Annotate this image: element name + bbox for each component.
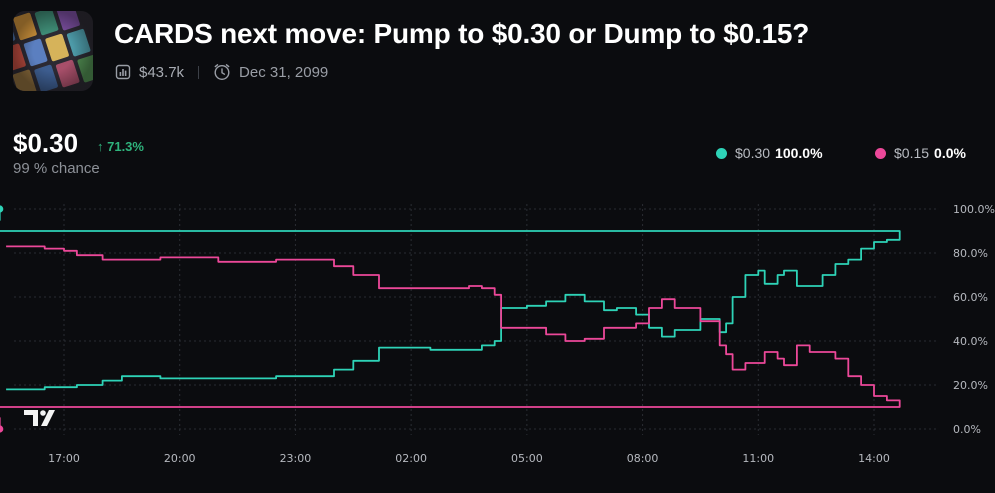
price-change: ↑ 71.3% — [97, 139, 144, 154]
legend-item-dump[interactable]: $0.15 0.0% — [875, 145, 966, 161]
y-tick-label: 80.0% — [953, 247, 988, 260]
trading-cards-image — [13, 11, 93, 91]
end-date: Dec 31, 2099 — [239, 63, 329, 81]
y-tick-label: 20.0% — [953, 379, 988, 392]
x-tick-label: 17:00 — [48, 452, 80, 465]
market-title: CARDS next move: Pump to $0.30 or Dump t… — [114, 18, 810, 49]
legend-item-pump[interactable]: $0.30 100.0% — [716, 145, 823, 161]
x-tick-label: 14:00 — [858, 452, 890, 465]
x-tick-label: 11:00 — [742, 452, 774, 465]
y-tick-label: 100.0% — [953, 203, 995, 216]
series-end-dot — [0, 205, 4, 213]
chart-series — [0, 209, 901, 429]
bar-chart-icon — [115, 64, 131, 80]
series-line — [0, 245, 901, 429]
chance-readout: 99 % chance — [13, 160, 100, 177]
y-tick-label: 40.0% — [953, 335, 988, 348]
legend-name: $0.30 — [735, 145, 771, 161]
y-tick-label: 0.0% — [953, 423, 981, 436]
legend-value: 0.0% — [934, 145, 966, 161]
legend-value: 100.0% — [775, 145, 823, 161]
x-tick-label: 23:00 — [280, 452, 312, 465]
market-thumbnail — [13, 11, 93, 91]
market-meta: $43.7k Dec 31, 2099 — [115, 63, 328, 81]
legend-dot — [716, 147, 727, 159]
probability-chart[interactable]: 100.0% 80.0% 60.0% 40.0% 20.0% 0.0% 17:00 20:0… — [0, 190, 995, 493]
x-tick-label: 02:00 — [395, 452, 427, 465]
chance-label: % chance — [33, 160, 100, 177]
y-axis: 100.0% 80.0% 60.0% 40.0% 20.0% 0.0% — [953, 203, 995, 436]
legend-name: $0.15 — [894, 145, 930, 161]
meta-divider — [198, 65, 200, 79]
series-end-dot — [0, 425, 4, 433]
clock-icon — [213, 63, 231, 81]
series-end-markers — [0, 205, 4, 433]
volume-value: $43.7k — [139, 63, 185, 81]
outcome-price: $0.30 — [13, 128, 79, 158]
legend-dot — [875, 147, 886, 159]
series-line — [0, 209, 901, 391]
x-tick-label: 20:00 — [164, 452, 196, 465]
x-tick-label: 05:00 — [511, 452, 543, 465]
x-axis: 17:00 20:00 23:00 02:00 05:00 08:00 11:00 14:00 — [48, 452, 890, 465]
chart-grid — [14, 204, 937, 435]
tradingview-logo-icon — [24, 410, 55, 426]
chance-value: 99 — [13, 160, 30, 177]
y-tick-label: 60.0% — [953, 291, 988, 304]
x-tick-label: 08:00 — [627, 452, 659, 465]
